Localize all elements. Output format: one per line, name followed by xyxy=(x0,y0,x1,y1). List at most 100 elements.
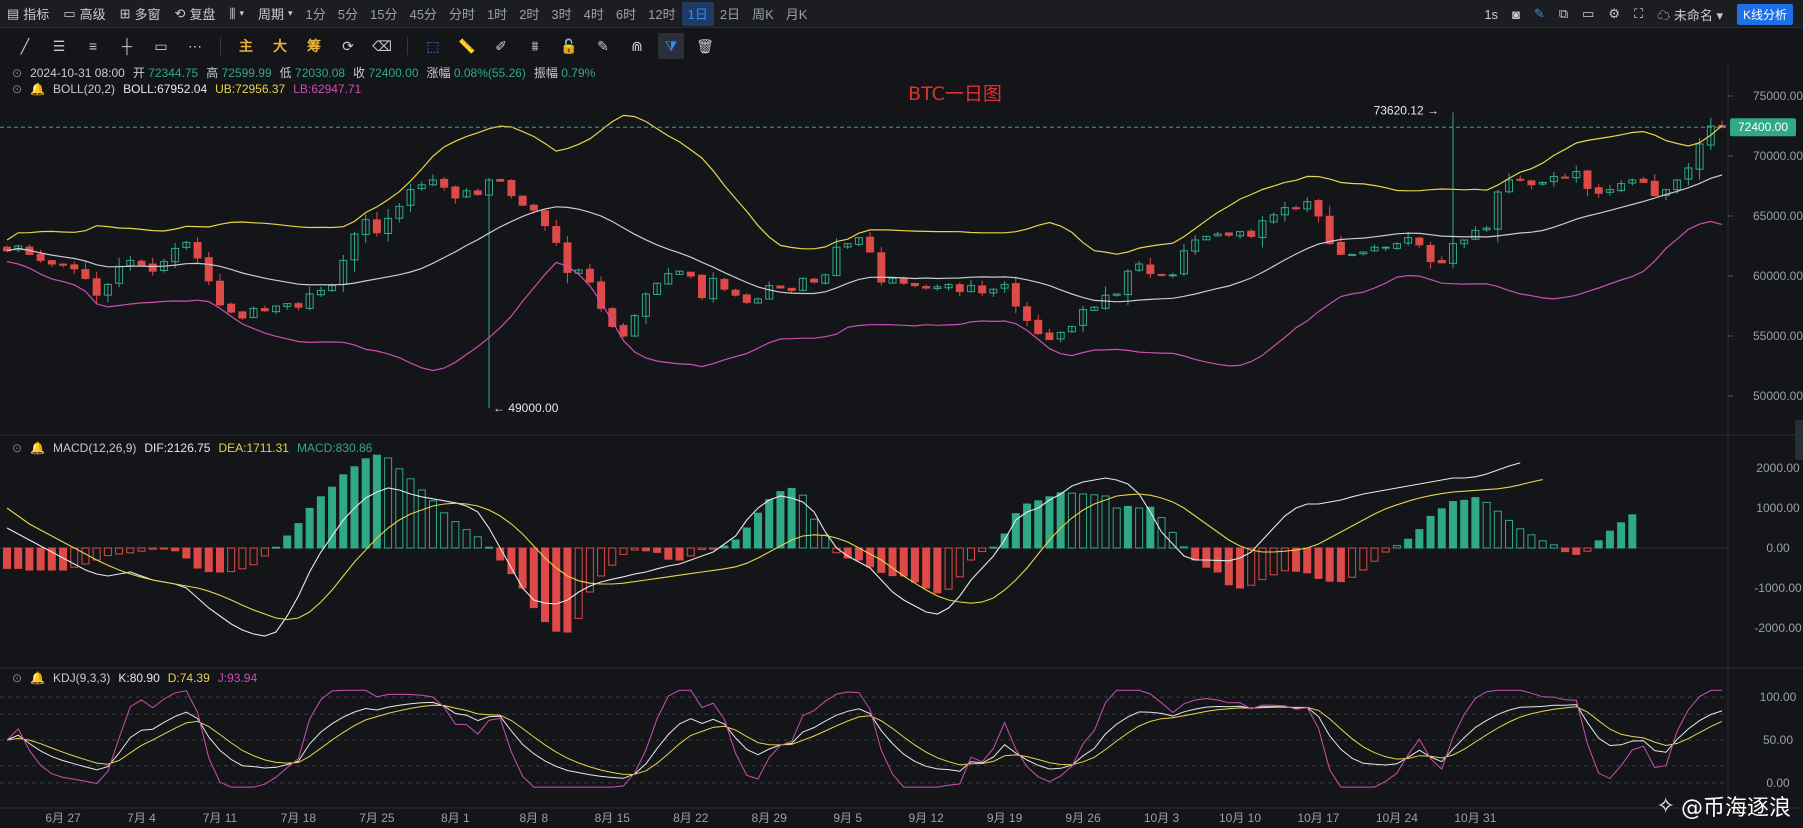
rectangle-icon[interactable]: ▭ xyxy=(154,37,168,54)
candle xyxy=(1303,201,1312,210)
period-0[interactable]: 1分 xyxy=(305,7,326,22)
period-7[interactable]: 3时 xyxy=(551,7,572,22)
kline-analysis-button[interactable]: K线分析 xyxy=(1736,3,1793,25)
candle xyxy=(417,184,426,190)
ruler-icon[interactable]: 📏 xyxy=(458,37,476,54)
eraser-icon[interactable]: ⌫ xyxy=(372,37,392,54)
candle xyxy=(260,308,269,312)
macd-bar xyxy=(204,547,213,573)
note-icon[interactable]: ⧉ xyxy=(1558,6,1569,21)
settings-icon[interactable]: ⚙ xyxy=(1608,6,1621,21)
layout-name-button[interactable]: ☁ 未命名 ▾ xyxy=(1657,7,1723,23)
parallel-lines-icon[interactable]: ☰ xyxy=(52,37,66,54)
side-panel-handle[interactable] xyxy=(1795,420,1803,460)
line-tool-icon[interactable]: ╱ xyxy=(20,37,30,54)
horizontal-lines-icon[interactable]: ≡ xyxy=(88,38,98,54)
period-9[interactable]: 6时 xyxy=(615,7,637,22)
period-8[interactable]: 4时 xyxy=(583,7,604,22)
replay-button[interactable]: ⟲ 复盘 xyxy=(174,5,216,23)
candle xyxy=(597,281,606,309)
cross-line-icon[interactable]: ┼ xyxy=(122,38,132,54)
date-label: 10月 31 xyxy=(1454,811,1496,825)
period-13[interactable]: 周K xyxy=(752,7,774,22)
main-force-button[interactable]: 主 xyxy=(239,38,253,54)
date-label: 9月 5 xyxy=(833,811,862,825)
camera-icon[interactable]: ◙ xyxy=(1512,6,1520,22)
brush-icon[interactable]: ✐ xyxy=(495,37,507,54)
candle xyxy=(1202,235,1211,241)
period-5[interactable]: 1时 xyxy=(486,7,508,22)
multiwindow-button[interactable]: ⊞ 多窗 xyxy=(119,5,161,23)
filter-icon[interactable]: ⧩ xyxy=(658,33,684,59)
macd-bar xyxy=(529,547,538,609)
period-1[interactable]: 5分 xyxy=(337,7,358,22)
draw-pen-icon[interactable]: ✎ xyxy=(1533,6,1545,21)
big-order-button[interactable]: 大 xyxy=(273,38,287,54)
candle xyxy=(653,282,662,295)
macd-tick-label: -1000.00 xyxy=(1754,581,1802,595)
candle xyxy=(1224,232,1233,236)
fullscreen-icon[interactable]: ⛶ xyxy=(1634,6,1644,21)
indicator-button[interactable]: ▤ 指标 xyxy=(7,5,50,23)
refresh-icon[interactable]: ⟳ xyxy=(342,37,354,54)
magnet-icon[interactable]: ⋒ xyxy=(631,37,643,54)
period-12[interactable]: 2日 xyxy=(719,7,741,22)
macd-bar xyxy=(1034,500,1043,549)
candle xyxy=(1661,189,1670,196)
candle xyxy=(933,286,942,290)
candle xyxy=(966,285,975,293)
date-label: 7月 18 xyxy=(281,811,317,825)
candle xyxy=(238,311,247,319)
edit-icon[interactable]: ✎ xyxy=(597,37,609,54)
period-4[interactable]: 分时 xyxy=(448,7,475,22)
period-dropdown[interactable]: 周期 ▾ xyxy=(257,7,293,22)
chip-button[interactable]: 筹 xyxy=(307,38,321,54)
collapse-icon[interactable]: ⊙ xyxy=(12,671,23,685)
pattern-icon[interactable]: ⩩ xyxy=(531,37,539,54)
candle xyxy=(1505,179,1514,193)
collapse-icon[interactable]: ⊙ xyxy=(12,65,23,80)
candle xyxy=(664,273,673,285)
candle xyxy=(518,195,527,206)
macd-bar xyxy=(1123,505,1132,549)
period-2[interactable]: 15分 xyxy=(370,7,398,22)
boll-legend: ⊙ 🔔 BOLL(20,2) BOLL:67952.04 UB:72956.37… xyxy=(12,82,362,96)
bell-icon[interactable]: 🔔 xyxy=(30,441,46,455)
candle xyxy=(1684,167,1693,180)
collapse-icon[interactable]: ⊙ xyxy=(12,82,23,96)
bell-icon[interactable]: 🔔 xyxy=(30,82,46,96)
period-11[interactable]: 1日 xyxy=(681,1,714,26)
candle xyxy=(1056,331,1065,340)
topbar-right-group: 1s ◙ ✎ ⧉ ▭ ⚙ ⛶ ☁ 未命名 ▾ K线分析 xyxy=(1484,0,1793,28)
period-10[interactable]: 12时 xyxy=(648,7,676,22)
collapse-icon[interactable]: ⊙ xyxy=(12,441,23,455)
macd-bar xyxy=(552,547,561,632)
candle xyxy=(36,253,45,261)
macd-bar xyxy=(585,547,594,593)
macd-bar xyxy=(922,547,931,589)
last-price-tag xyxy=(1730,118,1796,137)
more-icon[interactable]: ⋯ xyxy=(188,37,202,54)
advanced-button[interactable]: ▭ 高级 xyxy=(63,5,106,23)
macd-bar xyxy=(754,512,763,549)
macd-bar xyxy=(1179,546,1188,549)
candle xyxy=(1404,237,1413,244)
select-tool-icon[interactable]: ⬚ xyxy=(426,37,440,54)
period-3[interactable]: 45分 xyxy=(409,7,437,22)
bell-icon[interactable]: 🔔 xyxy=(30,671,46,685)
period-6[interactable]: 2时 xyxy=(519,7,540,22)
macd-bar xyxy=(1023,503,1032,549)
macd-bar xyxy=(25,547,34,571)
candle xyxy=(843,243,852,248)
period-14[interactable]: 月K xyxy=(785,7,808,22)
macd-bar xyxy=(1224,547,1233,586)
macd-bar xyxy=(641,547,650,552)
chart-type-button[interactable]: ⫼ ▾ xyxy=(222,0,251,28)
interval-selector[interactable]: 1s xyxy=(1484,6,1499,22)
template-icon[interactable]: ▭ xyxy=(1582,6,1595,21)
macd-bar xyxy=(148,547,157,550)
lock-icon[interactable]: 🔓 xyxy=(560,37,578,54)
macd-bar xyxy=(933,547,942,594)
trash-icon[interactable]: 🗑 xyxy=(696,37,714,54)
